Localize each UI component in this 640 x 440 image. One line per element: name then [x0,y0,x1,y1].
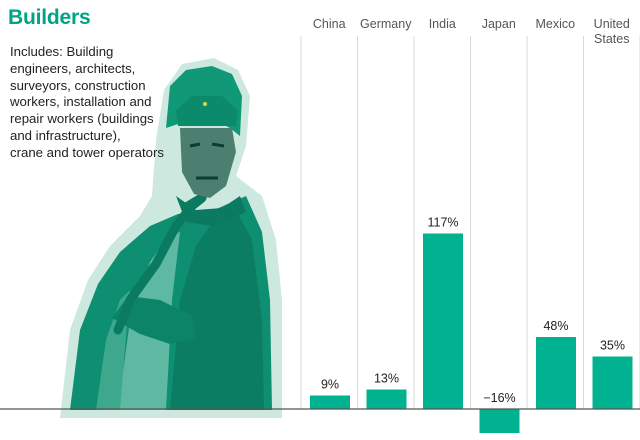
description-line: Includes: Building [10,44,114,59]
category-label: China [313,17,346,31]
description-line: repair workers (buildings [10,111,154,127]
value-label: 9% [321,378,339,392]
bar [310,395,350,409]
category-label-line: Mexico [535,17,575,31]
category-label: Germany [360,17,412,31]
value-label: 35% [600,339,625,353]
description-line: engineers, architects, [10,60,136,76]
category-label-line: India [429,17,456,31]
category-label: Japan [482,17,516,31]
category-label-line: Germany [360,17,412,31]
category-description: Includes: Building engineers, architects,… [10,44,180,162]
category-label: Mexico [535,17,575,31]
category-label-line: China [313,17,346,31]
description-line: workers, installation and [10,94,152,110]
category-label-line: States [594,32,629,46]
category-label: United States [594,17,630,46]
bar [536,337,576,409]
bar [479,409,520,433]
description-line: and infrastructure), [10,127,121,143]
welder-worker-illustration [60,58,282,418]
category-label-line: United [594,17,630,31]
chart-title: Builders [8,6,91,29]
value-label: −16% [483,391,515,405]
bar [423,233,463,409]
value-label: 48% [543,319,568,333]
category-label: India [429,17,456,31]
description-line: surveyors, construction [10,77,146,93]
bar [592,356,633,409]
category-label-line: Japan [482,17,516,31]
bar [366,389,407,409]
value-label: 117% [427,216,458,230]
description-line: crane and tower operators [10,144,164,160]
value-label: 13% [374,372,399,386]
